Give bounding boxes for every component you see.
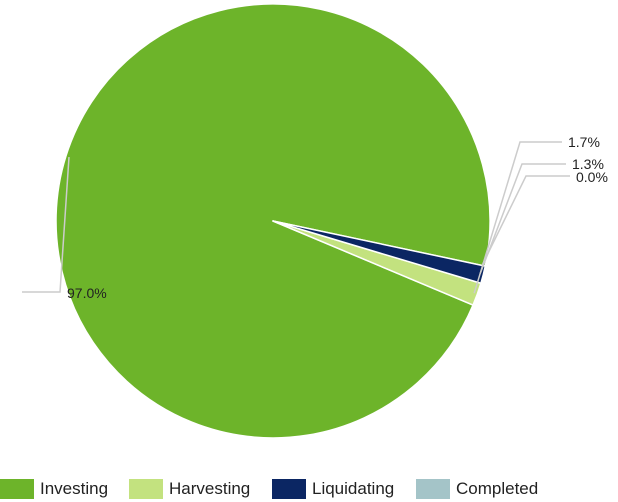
- leader-lines: [22, 141, 570, 294]
- slice-liquidating[interactable]: [272, 220, 487, 285]
- data-label-completed: 0.0%: [576, 169, 608, 185]
- legend-swatch-liquidating: [272, 479, 306, 499]
- legend-label-investing: Investing: [40, 479, 109, 498]
- legend-swatch-harvesting: [129, 479, 163, 499]
- legend-label-completed: Completed: [456, 479, 539, 498]
- legend-item-liquidating[interactable]: Liquidating: [272, 477, 394, 501]
- legend-swatch-investing: [0, 479, 34, 499]
- data-label-investing: 97.0%: [67, 285, 107, 301]
- pie-slices: [55, 3, 491, 439]
- data-label-harvesting: 1.7%: [568, 134, 600, 150]
- chart-legend: Investing Harvesting Liquidating Complet…: [0, 477, 618, 501]
- leader-line-completed: [481, 175, 570, 266]
- legend-label-harvesting: Harvesting: [169, 479, 251, 498]
- leader-line-liquidating: [479, 163, 566, 275]
- legend-item-harvesting[interactable]: Harvesting: [129, 477, 250, 501]
- legend-item-investing[interactable]: Investing: [0, 477, 108, 501]
- legend-label-liquidating: Liquidating: [312, 479, 395, 498]
- data-label-liquidating: 1.3%: [572, 156, 604, 172]
- leader-line-harvesting: [473, 141, 562, 294]
- leader-line-investing: [22, 157, 70, 293]
- data-labels: 97.0% 1.7% 1.3%0.0%: [67, 134, 608, 301]
- legend-item-completed[interactable]: Completed: [416, 477, 538, 501]
- legend-swatch-completed: [416, 479, 450, 499]
- pie-chart: 97.0% 1.7% 1.3%0.0%: [22, 3, 608, 439]
